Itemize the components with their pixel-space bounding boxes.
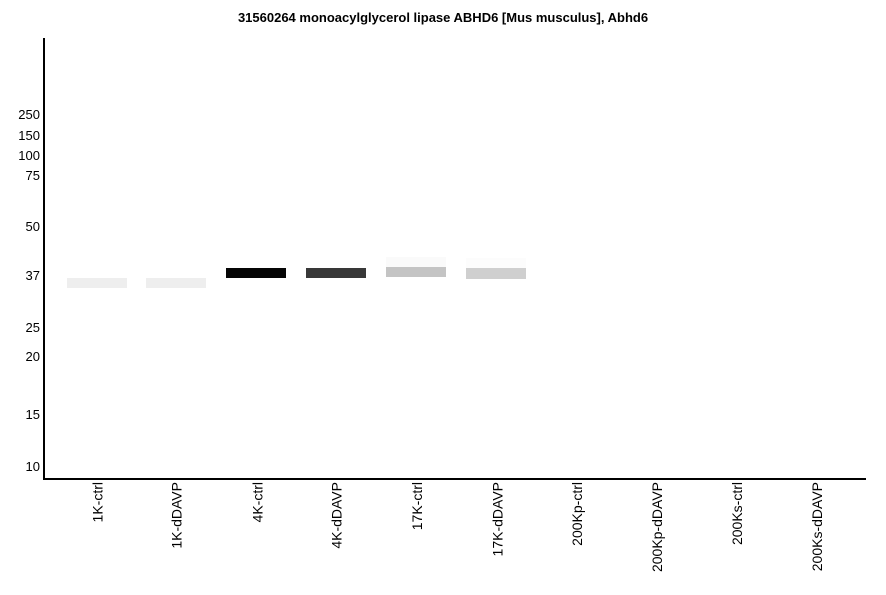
gel-band-4K-ctrl [226,268,286,278]
gel-band-4K-dDAVP [306,268,366,278]
y-tick-label-50: 50 [25,219,40,234]
x-tick-label-200Ks-dDAVP: 200Ks-dDAVP [809,482,825,572]
x-tick-label-1K-dDAVP: 1K-dDAVP [169,482,185,549]
gel-band-1K-ctrl [67,278,127,288]
gel-band-1K-dDAVP [146,278,206,288]
x-axis-line [43,478,866,480]
gel-band-17K-ctrl [386,257,446,267]
x-tick-label-200Ks-ctrl: 200Ks-ctrl [729,482,745,546]
y-axis-line [43,38,45,480]
x-tick-label-200Kp-ctrl: 200Kp-ctrl [569,482,585,546]
y-tick-label-150: 150 [18,128,40,143]
y-tick-label-250: 250 [18,107,40,122]
chart-title: 31560264 monoacylglycerol lipase ABHD6 [… [237,10,649,25]
gel-band-17K-ctrl [386,267,446,277]
x-tick-label-4K-dDAVP: 4K-dDAVP [329,482,345,549]
gel-band-17K-dDAVP [466,258,526,268]
y-tick-label-37: 37 [25,268,40,283]
x-tick-label-17K-ctrl: 17K-ctrl [409,482,425,531]
y-tick-label-10: 10 [25,459,40,474]
x-tick-label-17K-dDAVP: 17K-dDAVP [489,482,505,557]
y-tick-label-100: 100 [18,148,40,163]
gel-band-17K-dDAVP [466,268,526,279]
x-tick-label-200Kp-dDAVP: 200Kp-dDAVP [649,482,665,573]
y-tick-label-20: 20 [25,349,40,364]
x-tick-label-4K-ctrl: 4K-ctrl [249,482,265,523]
y-tick-label-75: 75 [25,168,40,183]
y-tick-label-15: 15 [25,407,40,422]
x-tick-label-1K-ctrl: 1K-ctrl [89,482,105,523]
y-tick-label-25: 25 [25,320,40,335]
